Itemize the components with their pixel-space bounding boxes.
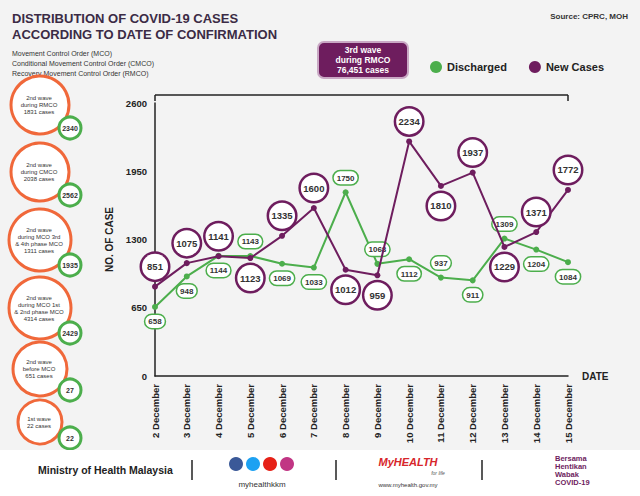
svg-text:2nd wave: 2nd wave	[26, 359, 52, 365]
svg-text:Movement Control Order (MCO): Movement Control Order (MCO)	[12, 50, 112, 58]
svg-text:during MCO 3rd: during MCO 3rd	[18, 234, 61, 240]
svg-text:13 December: 13 December	[499, 384, 510, 443]
svg-text:during CMCO: during CMCO	[21, 169, 58, 175]
svg-text:15 December: 15 December	[563, 384, 574, 443]
svg-text:2234: 2234	[399, 116, 421, 127]
svg-text:1st wave: 1st wave	[27, 416, 51, 422]
svg-text:1068: 1068	[368, 245, 387, 255]
svg-text:DISTRIBUTION OF COVID-19 CASES: DISTRIBUTION OF COVID-19 CASES	[12, 11, 238, 26]
svg-text:14 December: 14 December	[531, 384, 542, 443]
svg-text:2600: 2600	[126, 98, 147, 109]
svg-text:1084: 1084	[559, 273, 577, 282]
svg-text:22 cases: 22 cases	[27, 423, 51, 429]
svg-text:4314 cases: 4314 cases	[24, 316, 55, 322]
svg-text:3 December: 3 December	[181, 384, 192, 438]
svg-text:Source: CPRC, MOH: Source: CPRC, MOH	[550, 12, 628, 21]
svg-text:1935: 1935	[62, 262, 78, 269]
svg-text:76,451 cases: 76,451 cases	[337, 65, 389, 75]
svg-text:2562: 2562	[62, 192, 78, 199]
svg-text:for life: for life	[431, 470, 445, 476]
svg-text:5 December: 5 December	[245, 384, 256, 438]
svg-text:Hentikan: Hentikan	[555, 461, 587, 471]
svg-text:1012: 1012	[335, 284, 356, 295]
svg-text:1141: 1141	[208, 231, 229, 242]
svg-text:10 December: 10 December	[404, 384, 415, 443]
svg-text:1300: 1300	[126, 234, 147, 245]
svg-text:2nd wave: 2nd wave	[26, 295, 52, 301]
svg-text:1311 cases: 1311 cases	[24, 248, 54, 254]
svg-text:during MCO 1st: during MCO 1st	[18, 302, 60, 308]
svg-text:2340: 2340	[62, 125, 78, 132]
svg-text:851: 851	[147, 261, 164, 272]
svg-text:9 December: 9 December	[372, 384, 383, 438]
svg-text:1371: 1371	[526, 207, 548, 218]
svg-text:1831 cases: 1831 cases	[24, 109, 55, 115]
svg-text:MyHEALTH: MyHEALTH	[378, 456, 438, 468]
svg-text:7 December: 7 December	[308, 384, 319, 438]
svg-text:1229: 1229	[494, 261, 515, 272]
svg-text:1772: 1772	[557, 164, 578, 175]
svg-text:937: 937	[434, 259, 448, 268]
svg-text:Discharged: Discharged	[447, 61, 507, 73]
svg-text:Bersama: Bersama	[555, 453, 587, 463]
svg-text:8 December: 8 December	[340, 384, 351, 438]
svg-text:6 December: 6 December	[277, 384, 288, 438]
svg-text:1937: 1937	[462, 147, 483, 158]
svg-text:1144: 1144	[210, 266, 228, 275]
svg-text:1309: 1309	[496, 220, 514, 229]
svg-text:ACCORDING TO DATE OF CONFIRMAT: ACCORDING TO DATE OF CONFIRMATION	[12, 27, 277, 42]
svg-text:2429: 2429	[62, 330, 78, 337]
svg-text:1950: 1950	[126, 166, 147, 177]
svg-text:before MCO: before MCO	[23, 366, 56, 372]
svg-text:NO. OF CASE: NO. OF CASE	[104, 207, 115, 272]
svg-text:27: 27	[66, 387, 74, 394]
svg-text:650: 650	[131, 302, 147, 313]
svg-text:1069: 1069	[273, 274, 291, 283]
svg-text:4 December: 4 December	[213, 384, 224, 438]
svg-text:myhealthkkm: myhealthkkm	[238, 480, 285, 489]
svg-text:658: 658	[148, 317, 162, 326]
svg-text:3rd wave: 3rd wave	[345, 45, 382, 55]
svg-text:New Cases: New Cases	[546, 61, 604, 73]
svg-text:1033: 1033	[305, 278, 323, 287]
svg-text:1750: 1750	[337, 174, 355, 183]
svg-text:1335: 1335	[272, 210, 294, 221]
svg-text:12 December: 12 December	[467, 384, 478, 443]
svg-text:22: 22	[66, 435, 74, 442]
svg-text:1075: 1075	[176, 238, 198, 249]
svg-text:1112: 1112	[401, 270, 418, 279]
svg-text:1143: 1143	[242, 237, 260, 246]
svg-text:2nd wave: 2nd wave	[26, 227, 52, 233]
svg-text:& 4th phase MCO: & 4th phase MCO	[15, 241, 63, 247]
svg-text:1600: 1600	[303, 183, 324, 194]
svg-text:2 December: 2 December	[150, 384, 161, 438]
svg-text:2nd wave: 2nd wave	[26, 95, 52, 101]
svg-text:2038 cases: 2038 cases	[24, 176, 55, 182]
svg-text:DATE: DATE	[582, 371, 609, 382]
svg-text:Recovery Movement Control Orde: Recovery Movement Control Order (RMCO)	[12, 70, 149, 77]
svg-text:Ministry of Health Malaysia: Ministry of Health Malaysia	[38, 464, 173, 476]
svg-text:1123: 1123	[240, 273, 261, 284]
svg-text:0: 0	[142, 371, 147, 382]
svg-text:www.myhealth.gov.my: www.myhealth.gov.my	[377, 482, 437, 488]
svg-text:Conditional Movement Control O: Conditional Movement Control Order (CMCO…	[12, 60, 154, 68]
svg-text:651 cases: 651 cases	[25, 373, 52, 379]
svg-text:during RMCO: during RMCO	[21, 102, 58, 108]
svg-text:COVID-19: COVID-19	[555, 478, 590, 487]
svg-text:during RMCO: during RMCO	[336, 55, 391, 65]
svg-text:959: 959	[369, 290, 385, 301]
svg-text:11 December: 11 December	[435, 384, 446, 443]
svg-text:& 2nd phase MCO: & 2nd phase MCO	[14, 309, 64, 315]
svg-text:948: 948	[180, 287, 194, 296]
svg-text:2nd wave: 2nd wave	[26, 162, 52, 168]
svg-text:1204: 1204	[527, 260, 545, 269]
svg-text:1810: 1810	[430, 200, 451, 211]
svg-text:Wabak: Wabak	[555, 469, 579, 479]
svg-text:911: 911	[466, 291, 479, 300]
